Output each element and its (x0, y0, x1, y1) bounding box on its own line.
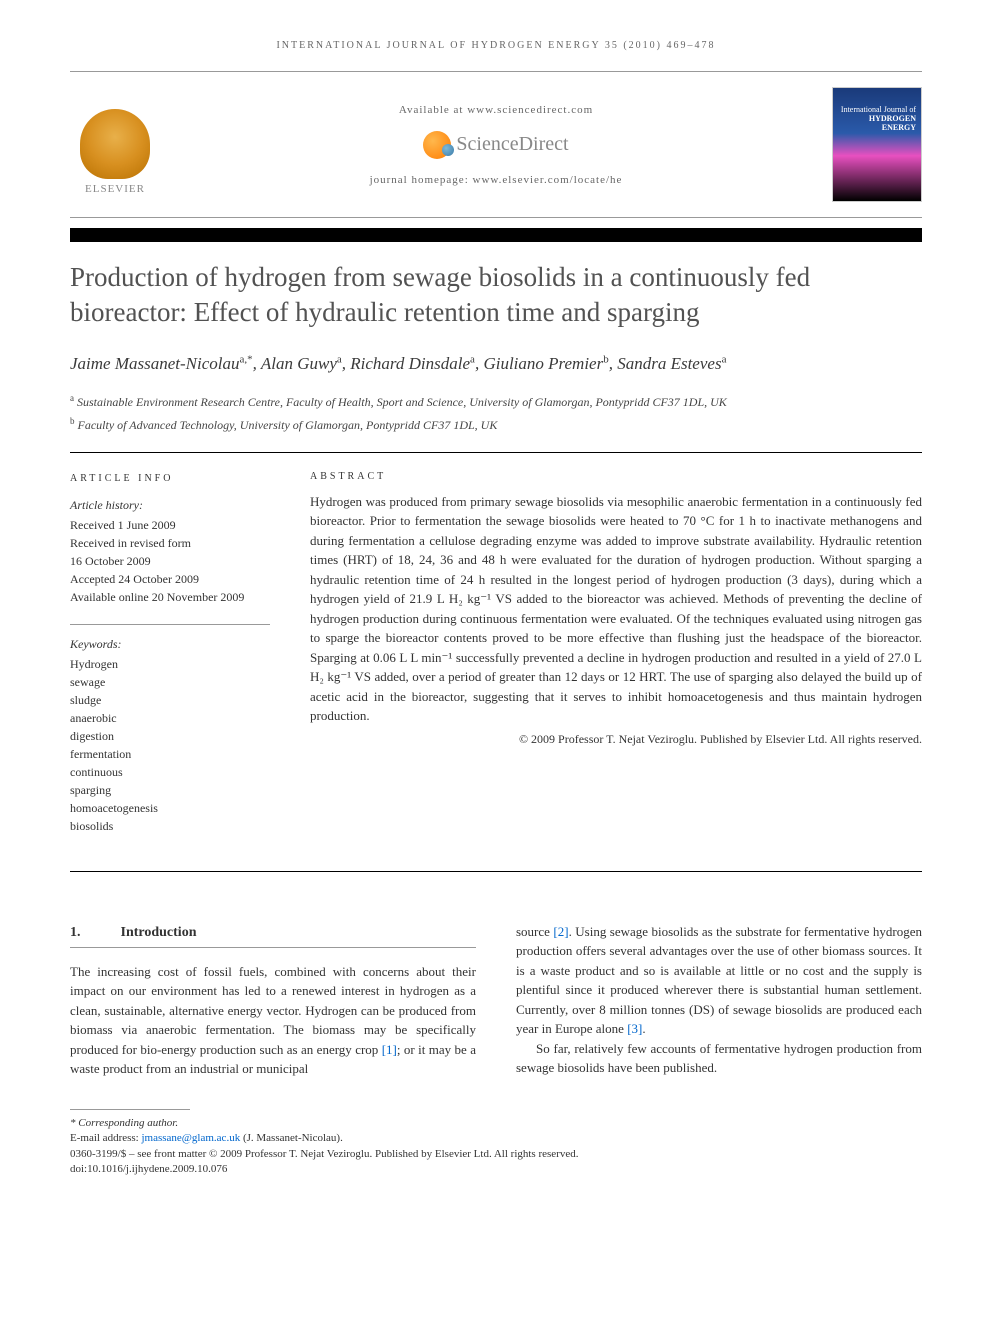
history-line: Received 1 June 2009 (70, 516, 270, 534)
keyword: sludge (70, 691, 270, 709)
corresponding-author: * Corresponding author. (70, 1116, 922, 1131)
cover-title: International Journal of HYDROGEN ENERGY (838, 106, 916, 132)
section-divider (70, 871, 922, 872)
body-columns: 1. Introduction The increasing cost of f… (70, 922, 922, 1079)
keyword: anaerobic (70, 709, 270, 727)
email-line: E-mail address: jmassane@glam.ac.uk (J. … (70, 1131, 922, 1146)
footnote-block: * Corresponding author. E-mail address: … (70, 1116, 922, 1178)
reference-link-1[interactable]: [1] (382, 1042, 397, 1057)
reference-link-3[interactable]: [3] (627, 1021, 642, 1036)
keyword: continuous (70, 763, 270, 781)
keyword: digestion (70, 727, 270, 745)
article-title: Production of hydrogen from sewage bioso… (70, 260, 922, 330)
info-divider (70, 624, 270, 625)
section-number: 1. (70, 922, 81, 943)
section-title: Introduction (121, 922, 197, 943)
body-column-right: source [2]. Using sewage biosolids as th… (516, 922, 922, 1079)
journal-homepage: journal homepage: www.elsevier.com/locat… (180, 174, 812, 186)
body-column-left: 1. Introduction The increasing cost of f… (70, 922, 476, 1079)
front-matter-line: 0360-3199/$ – see front matter © 2009 Pr… (70, 1147, 922, 1162)
author: Giuliano Premierb (483, 354, 608, 373)
elsevier-tree-icon (80, 109, 150, 179)
journal-header: ELSEVIER Available at www.sciencedirect.… (70, 71, 922, 218)
journal-cover-thumbnail: International Journal of HYDROGEN ENERGY (832, 87, 922, 202)
history-line: Received in revised form (70, 534, 270, 552)
author: Sandra Estevesa (617, 354, 726, 373)
history-line: Accepted 24 October 2009 (70, 570, 270, 588)
footnote-separator (70, 1109, 190, 1110)
history-line: 16 October 2009 (70, 552, 270, 570)
section-1-heading: 1. Introduction (70, 922, 476, 948)
reference-link-2[interactable]: [2] (553, 924, 568, 939)
article-info-heading: ARTICLE INFO (70, 471, 270, 486)
affiliation: b Faculty of Advanced Technology, Univer… (70, 415, 922, 434)
elsevier-label: ELSEVIER (85, 183, 145, 195)
abstract-text: Hydrogen was produced from primary sewag… (310, 492, 922, 726)
doi-line: doi:10.1016/j.ijhydene.2009.10.076 (70, 1162, 922, 1177)
keyword: fermentation (70, 745, 270, 763)
article-info-sidebar: ARTICLE INFO Article history: Received 1… (70, 471, 270, 853)
info-abstract-row: ARTICLE INFO Article history: Received 1… (70, 471, 922, 853)
author: Alan Guwya (261, 354, 342, 373)
author: Jaime Massanet-Nicolaua,* (70, 354, 253, 373)
sciencedirect-logo: ScienceDirect (423, 131, 568, 159)
divider-bar (70, 228, 922, 242)
sciencedirect-text: ScienceDirect (456, 133, 568, 156)
running-head: INTERNATIONAL JOURNAL OF HYDROGEN ENERGY… (70, 40, 922, 51)
section-divider (70, 452, 922, 453)
abstract-column: ABSTRACT Hydrogen was produced from prim… (310, 471, 922, 853)
abstract-heading: ABSTRACT (310, 471, 922, 482)
intro-paragraph-2: So far, relatively few accounts of ferme… (516, 1039, 922, 1078)
keywords-label: Keywords: (70, 635, 270, 653)
history-line: Available online 20 November 2009 (70, 588, 270, 606)
keyword: biosolids (70, 817, 270, 835)
keyword: sewage (70, 673, 270, 691)
author-email[interactable]: jmassane@glam.ac.uk (141, 1132, 240, 1144)
intro-paragraph-1-cont: source [2]. Using sewage biosolids as th… (516, 922, 922, 1039)
affiliation: a Sustainable Environment Research Centr… (70, 392, 922, 411)
available-at: Available at www.sciencedirect.com (180, 104, 812, 116)
authors-list: Jaime Massanet-Nicolaua,*, Alan Guwya, R… (70, 352, 922, 376)
sciencedirect-icon (423, 131, 451, 159)
elsevier-logo: ELSEVIER (70, 95, 160, 195)
keyword: sparging (70, 781, 270, 799)
keywords-block: Keywords: Hydrogensewagesludgeanaerobicd… (70, 635, 270, 835)
abstract-copyright: © 2009 Professor T. Nejat Veziroglu. Pub… (310, 732, 922, 747)
keyword: homoacetogenesis (70, 799, 270, 817)
keyword: Hydrogen (70, 655, 270, 673)
intro-paragraph-1: The increasing cost of fossil fuels, com… (70, 962, 476, 1079)
history-label: Article history: (70, 496, 270, 514)
article-history: Article history: Received 1 June 2009Rec… (70, 496, 270, 606)
author: Richard Dinsdalea (350, 354, 475, 373)
header-center: Available at www.sciencedirect.com Scien… (160, 104, 832, 186)
